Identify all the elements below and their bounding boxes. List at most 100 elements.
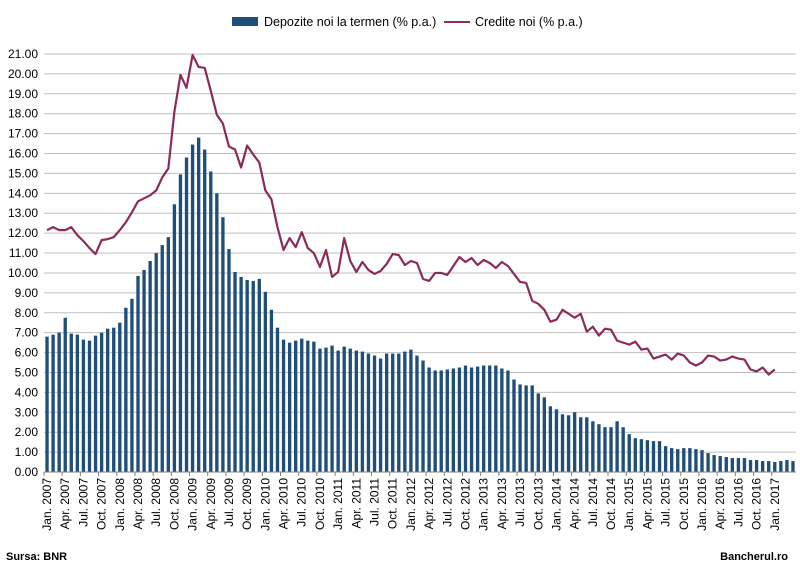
legend-swatch-deposits: [232, 17, 258, 26]
deposit-bar: [409, 349, 413, 472]
x-tick-label: Jul. 2009: [222, 478, 236, 527]
deposit-bar: [603, 427, 607, 472]
deposit-bar: [506, 370, 510, 472]
deposit-bar: [196, 137, 201, 472]
deposit-bar: [773, 462, 777, 472]
deposit-bar: [627, 434, 631, 472]
deposit-bar: [633, 438, 637, 472]
x-tick-label: Jul. 2014: [586, 478, 600, 527]
deposit-bar: [318, 348, 322, 472]
deposit-bar: [378, 358, 383, 472]
deposit-bar: [172, 204, 177, 472]
deposit-bar: [57, 332, 61, 472]
deposit-bar: [791, 461, 795, 472]
y-tick-label: 3.00: [15, 405, 39, 419]
deposit-bar: [785, 460, 789, 472]
deposit-bar: [166, 237, 170, 472]
deposit-bar: [779, 461, 783, 472]
deposit-bar: [269, 309, 274, 472]
deposit-bar: [245, 279, 249, 472]
deposit-bar: [548, 406, 553, 472]
deposit-bar: [81, 339, 86, 472]
x-tick-label: Apr. 2012: [422, 478, 436, 530]
x-tick-label: Apr. 2009: [204, 478, 218, 530]
deposit-bar: [688, 448, 692, 472]
deposit-bar: [676, 449, 680, 472]
deposit-bar: [130, 298, 134, 472]
deposit-bars: [45, 137, 795, 473]
deposit-bar: [748, 460, 753, 472]
x-tick-label: Apr. 2010: [277, 478, 291, 530]
deposit-bar: [154, 253, 158, 472]
x-tick-label: Jul. 2007: [76, 478, 90, 527]
source-note: Sursa: BNR: [6, 551, 68, 563]
x-tick-label: Jan. 2012: [404, 478, 418, 531]
y-tick-label: 4.00: [15, 385, 39, 399]
y-tick-label: 12.00: [8, 226, 38, 240]
deposit-bar: [451, 368, 456, 472]
deposit-bar: [542, 397, 546, 472]
deposit-bar: [227, 249, 231, 472]
deposit-bar: [51, 334, 55, 472]
deposit-bar: [482, 365, 486, 472]
deposit-bar: [682, 448, 686, 472]
deposit-bar: [572, 412, 577, 472]
deposit-bar: [221, 217, 225, 472]
x-tick-label: Jan. 2007: [40, 478, 54, 531]
deposit-bar: [639, 439, 644, 472]
legend: Depozite noi la termen (% p.a.) Credite …: [232, 15, 583, 29]
legend-label-deposits: Depozite noi la termen (% p.a.): [264, 15, 436, 29]
x-tick-label: Jul. 2015: [659, 478, 673, 527]
x-axis-ticks: Jan. 2007 Apr. 2007 Jul. 2007 Oct. 2007 Jan.…: [40, 472, 782, 531]
x-tick-label: Apr. 2011: [349, 478, 363, 529]
deposit-bar: [306, 340, 310, 472]
deposit-bar: [536, 393, 540, 472]
y-tick-label: 0.00: [15, 465, 39, 479]
deposit-bar: [391, 353, 395, 472]
credit-line: [46, 53, 776, 376]
deposit-bar: [275, 327, 280, 472]
deposit-bar: [148, 261, 152, 472]
deposit-bar: [366, 353, 371, 472]
deposit-bar: [615, 421, 619, 472]
deposit-bar: [63, 317, 67, 472]
deposit-bar: [736, 458, 741, 472]
y-tick-label: 17.00: [8, 127, 38, 141]
y-tick-label: 20.00: [8, 67, 38, 81]
deposit-bar: [700, 450, 704, 472]
deposit-bar: [597, 424, 601, 472]
deposit-bar: [500, 368, 504, 472]
x-tick-label: Apr. 2014: [568, 478, 582, 530]
deposit-bar: [445, 369, 449, 472]
deposit-bar: [421, 360, 425, 472]
deposit-bar: [518, 384, 522, 472]
deposit-bar: [99, 332, 104, 472]
deposit-bar: [718, 456, 722, 472]
deposit-bar: [190, 144, 195, 472]
x-tick-label: Oct. 2012: [458, 478, 472, 530]
x-tick-label: Jan. 2010: [258, 478, 272, 531]
deposit-bar: [348, 348, 352, 472]
deposit-bar: [742, 458, 747, 472]
y-tick-label: 9.00: [15, 286, 39, 300]
deposit-bar: [124, 307, 128, 472]
y-tick-label: 16.00: [8, 147, 38, 161]
x-tick-label: Jul. 2008: [149, 478, 163, 527]
deposit-bar: [591, 421, 595, 472]
deposit-bar: [512, 379, 516, 472]
x-tick-label: Oct. 2013: [531, 478, 545, 530]
deposit-bar: [524, 385, 528, 472]
deposit-bar: [178, 174, 183, 473]
deposit-bar: [354, 350, 358, 472]
deposit-bar: [657, 441, 662, 472]
x-tick-label: Jan. 2017: [768, 478, 782, 531]
x-tick-label: Apr. 2016: [713, 478, 727, 530]
deposit-bar: [324, 347, 328, 472]
y-tick-label: 14.00: [8, 186, 38, 200]
x-tick-label: Oct. 2010: [313, 478, 327, 530]
y-tick-label: 15.00: [8, 166, 38, 180]
x-tick-label: Jan. 2011: [331, 478, 345, 530]
deposit-bar: [136, 275, 140, 472]
x-tick-label: Jul. 2012: [440, 478, 454, 527]
